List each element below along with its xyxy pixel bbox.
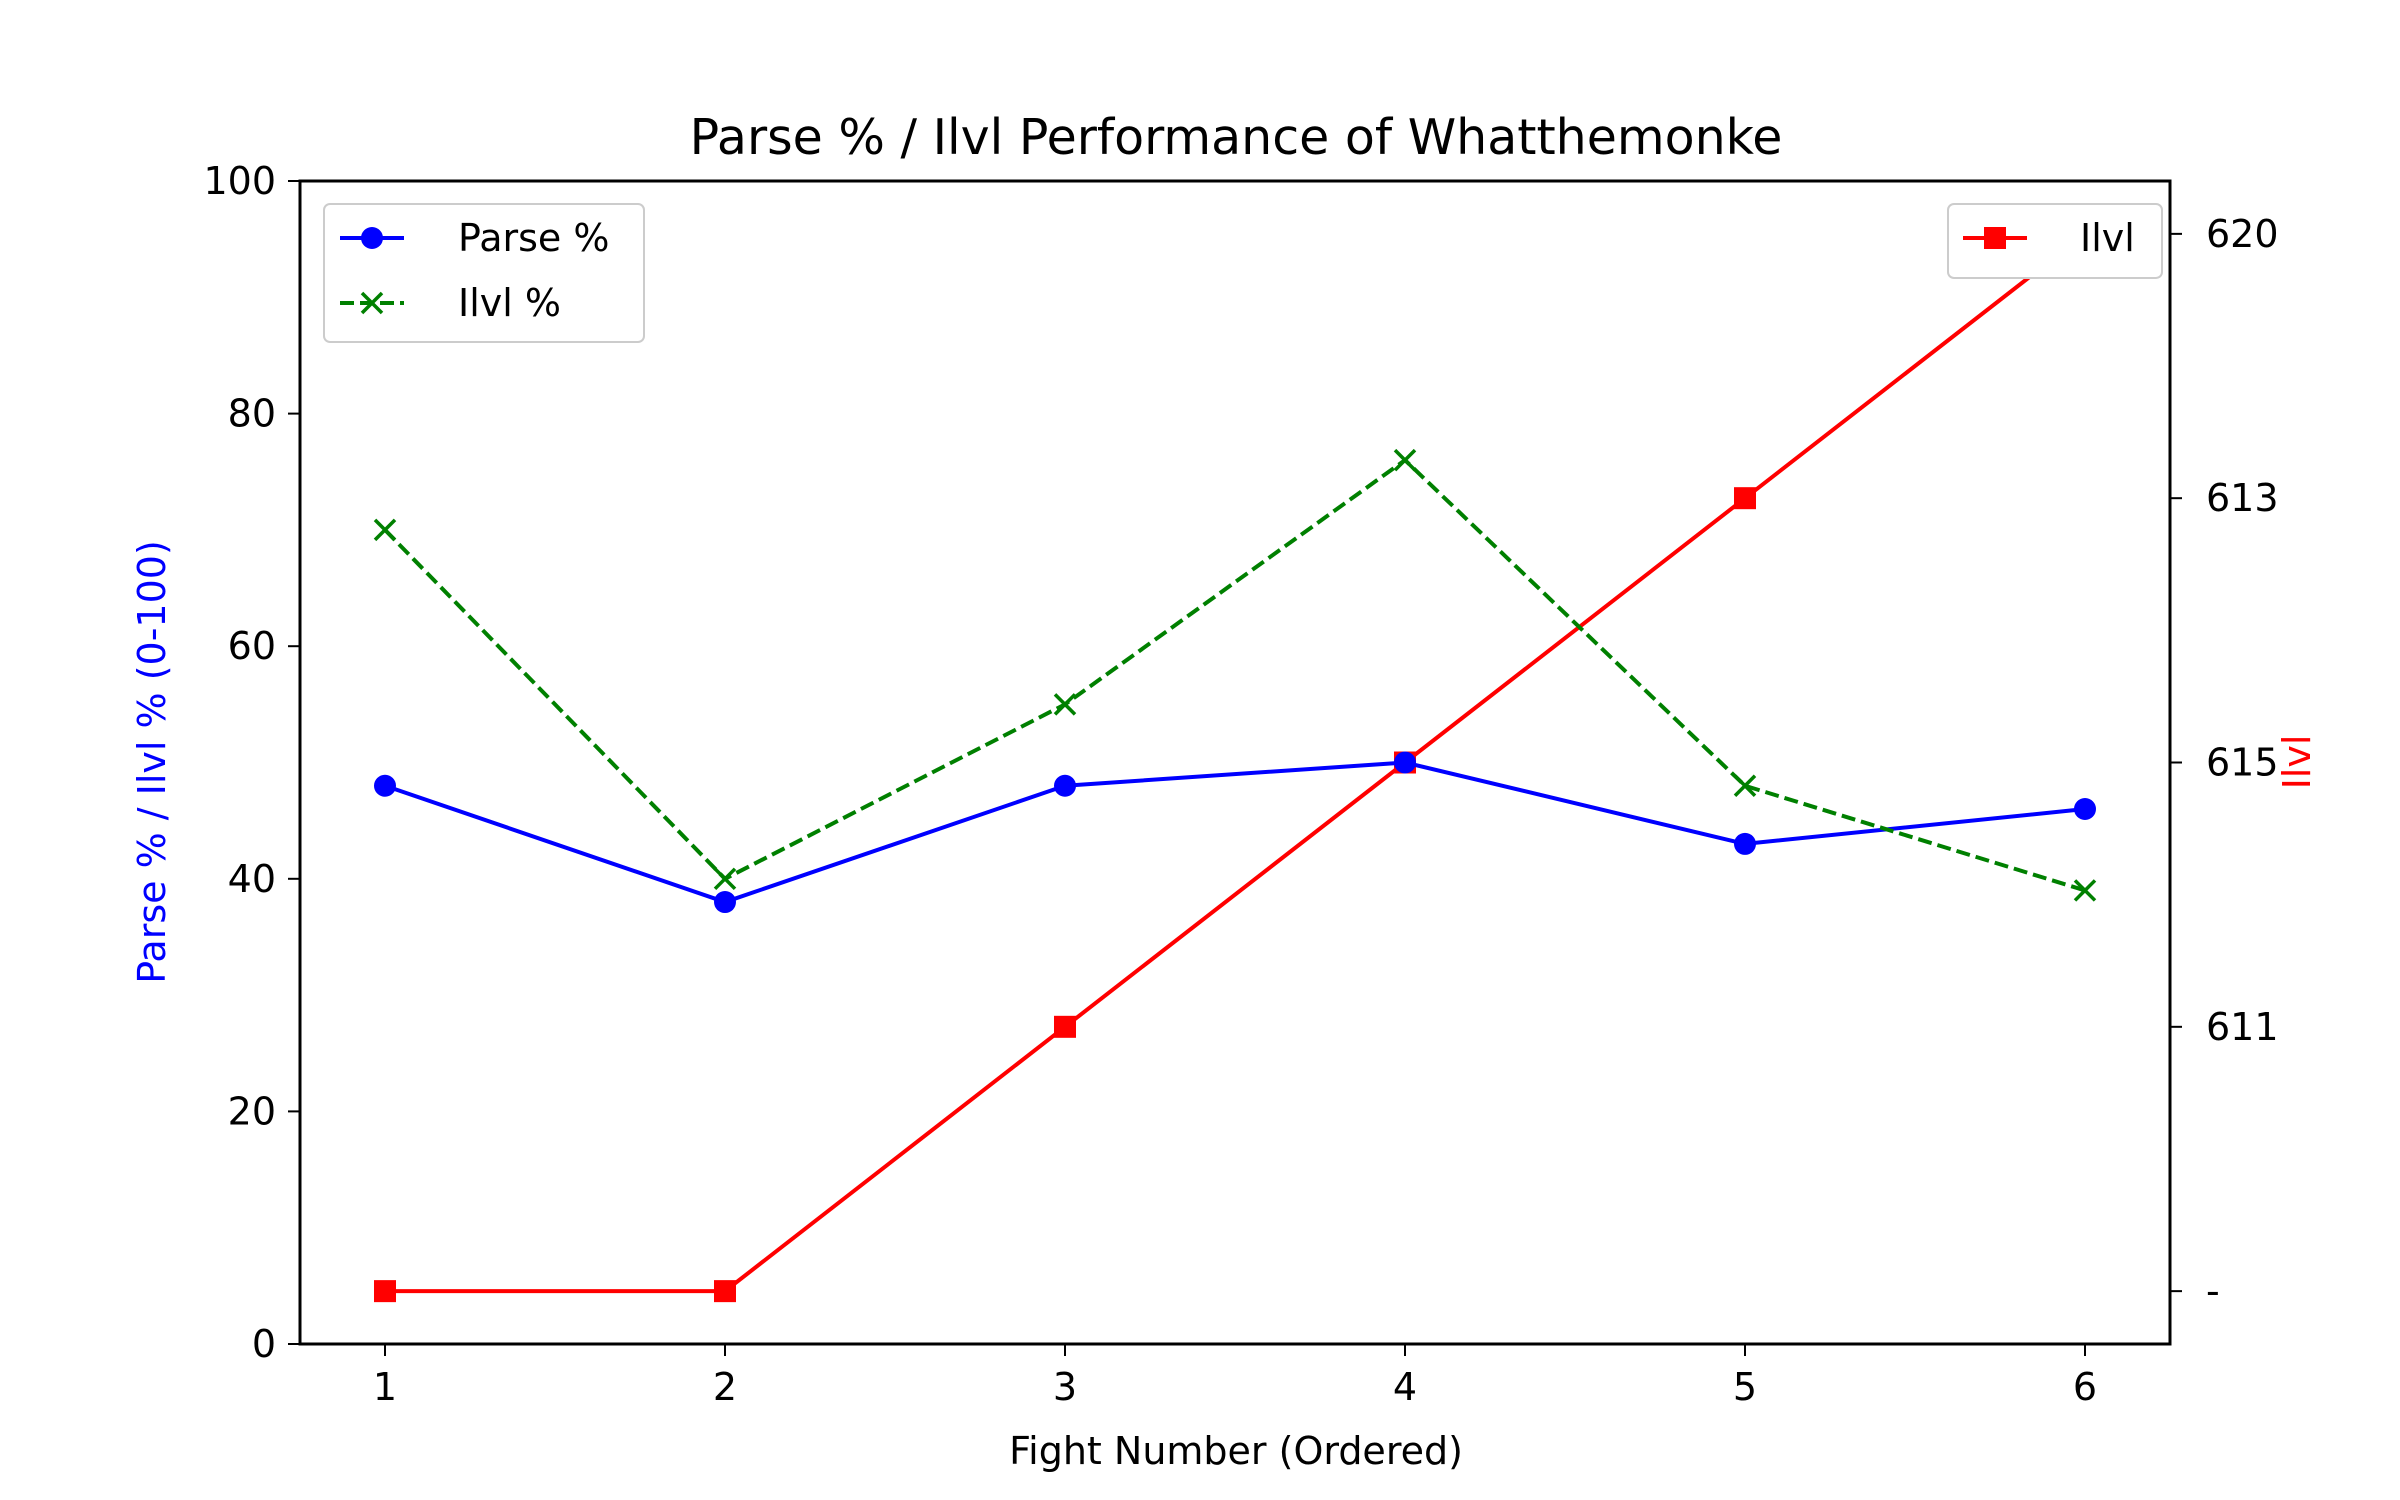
legend-item-ilvl-pct-label: Ilvl % xyxy=(458,281,561,325)
series-ilvl-pct-point-3-stroke-b xyxy=(1053,693,1077,716)
series-ilvl-pct-point-2 xyxy=(713,867,737,891)
series-ilvl-pct-point-5-stroke-b xyxy=(1733,774,1757,797)
series-ilvl-point-5 xyxy=(1734,487,1756,510)
series-ilvl-pct-point-4-stroke-b xyxy=(1393,448,1417,472)
legend-item-ilvl-label: Ilvl xyxy=(2080,216,2135,260)
x-tick-label-3: 3 xyxy=(1053,1365,1077,1409)
x-axis: 1 2 3 4 5 6 xyxy=(373,1344,2097,1409)
x-tick-label-5: 5 xyxy=(1733,1365,1757,1409)
series-ilvl-pct-point-6 xyxy=(2073,879,2097,902)
series-ilvl-pct xyxy=(373,448,2097,902)
legend-item-ilvl-marker xyxy=(1984,227,2006,249)
y-right-tick-label-3: 615 xyxy=(2206,741,2279,785)
y-left-tick-label-40: 40 xyxy=(228,857,276,901)
chart-title: Parse % / Ilvl Performance of Whatthemon… xyxy=(690,109,1783,166)
series-parse-pct-point-6 xyxy=(2074,798,2096,821)
series-ilvl-pct-point-3 xyxy=(1053,693,1077,716)
series-ilvl-pct-point-1-stroke-b xyxy=(373,518,397,542)
series-ilvl-line xyxy=(385,232,2087,1294)
legend-item-ilvl-pct-marker-stroke-b xyxy=(360,291,384,315)
series-parse-pct-point-1 xyxy=(374,774,396,797)
series-ilvl-pct-point-1 xyxy=(373,518,397,542)
y-right-tick-label-5: 620 xyxy=(2206,212,2279,256)
y-left-tick-label-60: 60 xyxy=(228,624,276,668)
x-axis-label: Fight Number (Ordered) xyxy=(1009,1429,1463,1473)
y-axis-left-label: Parse % / Ilvl % (0-100) xyxy=(130,540,174,984)
series-ilvl-point-1 xyxy=(374,1280,396,1303)
y-left-tick-label-0: 0 xyxy=(252,1322,276,1366)
series-parse-pct-line xyxy=(384,760,2086,905)
series-ilvl-pct-point-4 xyxy=(1393,448,1417,472)
series-parse-pct-point-2 xyxy=(714,891,736,914)
series-ilvl-pct-point-6-stroke-b xyxy=(2073,879,2097,902)
legend-item-parse-pct-label: Parse % xyxy=(458,216,609,260)
legend-item-ilvl-pct-marker xyxy=(360,291,384,315)
series-ilvl-point-3 xyxy=(1054,1015,1076,1038)
y-right-tick-label-2: 611 xyxy=(2206,1005,2279,1049)
legend-right-box xyxy=(1947,203,2163,279)
legend-right: Ilvl xyxy=(1947,203,2163,279)
series-parse-pct xyxy=(374,751,2096,914)
series-parse-pct-point-4 xyxy=(1394,751,1416,774)
y-right-tick-label-1: - xyxy=(2206,1269,2220,1313)
legend-item-parse-pct-marker xyxy=(361,227,383,249)
y-right-tick-label-4: 613 xyxy=(2206,476,2279,520)
legend-left: Parse % Ilvl % xyxy=(323,203,645,343)
y-left-tick-label-20: 20 xyxy=(228,1089,276,1133)
y-left-tick-label-80: 80 xyxy=(228,392,276,436)
series-ilvl-pct-point-5 xyxy=(1733,774,1757,797)
x-tick-label-6: 6 xyxy=(2073,1365,2097,1409)
series-ilvl-point-2 xyxy=(714,1280,736,1303)
y-axis-right: - 611 615 613 620 xyxy=(2170,212,2279,1313)
series-parse-pct-point-5 xyxy=(1734,832,1756,855)
series-ilvl-pct-line xyxy=(383,458,2086,893)
series-parse-pct-point-3 xyxy=(1054,774,1076,797)
y-axis-right-label: Ilvl xyxy=(2275,735,2319,790)
x-tick-label-1: 1 xyxy=(373,1365,397,1409)
y-axis-left: 0 20 40 60 80 100 xyxy=(203,159,300,1366)
x-tick-label-2: 2 xyxy=(713,1365,737,1409)
x-tick-label-4: 4 xyxy=(1393,1365,1417,1409)
y-left-tick-label-100: 100 xyxy=(203,159,276,203)
series-ilvl-pct-point-2-stroke-b xyxy=(713,867,737,891)
